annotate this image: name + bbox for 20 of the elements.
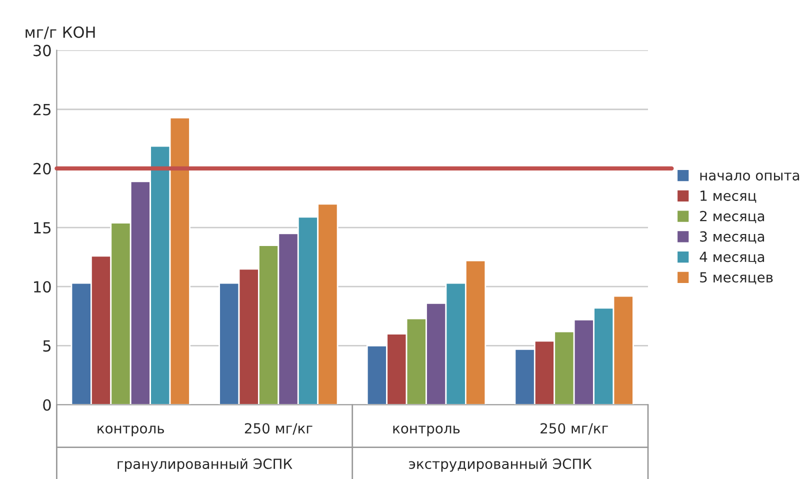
legend-label: 3 месяца <box>700 231 764 244</box>
text: гранулированный ЭСПК <box>118 458 292 472</box>
x-tick-label: контроль <box>393 426 460 436</box>
y-axis-title: мг/г КОН <box>26 26 95 40</box>
legend-label: 1 месяц <box>700 190 756 203</box>
legend-label: 2 месяца <box>700 210 764 224</box>
legend-label: 4 месяца <box>700 252 764 264</box>
x-tick-label: контроль <box>98 426 164 436</box>
text: экструдированный ЭСПК <box>409 458 592 472</box>
y-tick-label: 10 <box>34 281 51 293</box>
x-tick-label: 250 мг/кг <box>244 423 312 435</box>
y-tick-label: 5 <box>43 340 51 352</box>
y-tick-label: 25 <box>34 104 51 116</box>
legend-label: 5 месяцев <box>700 272 773 284</box>
y-tick-label: 20 <box>34 162 51 174</box>
x-tick-label: 250 мг/кг <box>540 423 608 435</box>
y-tick-label: 15 <box>34 222 51 234</box>
legend-label: начало опыта <box>700 172 800 181</box>
y-tick-label: 0 <box>43 399 51 411</box>
y-tick-label: 30 <box>34 44 51 56</box>
